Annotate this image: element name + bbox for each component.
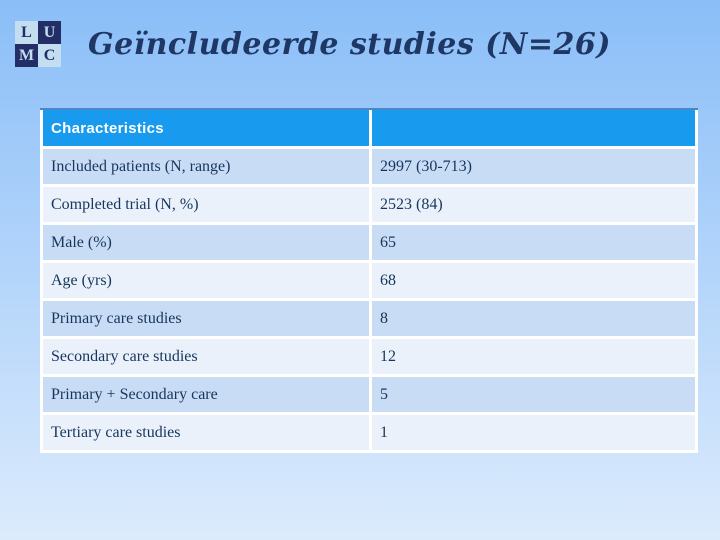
row-value-tertiary-care: 1 <box>372 415 695 450</box>
table-header-characteristics: Characteristics <box>43 110 369 146</box>
table-header-values <box>372 110 695 146</box>
row-label-included-patients: Included patients (N, range) <box>43 149 369 184</box>
row-value-secondary-care: 12 <box>372 339 695 374</box>
row-value-age: 68 <box>372 263 695 298</box>
row-value-primary-plus-secondary: 5 <box>372 377 695 412</box>
lumc-logo: L U M C <box>15 21 61 67</box>
row-label-age: Age (yrs) <box>43 263 369 298</box>
row-value-included-patients: 2997 (30-713) <box>372 149 695 184</box>
logo-letter-m: M <box>15 44 38 67</box>
row-value-completed-trial: 2523 (84) <box>372 187 695 222</box>
slide-title: Geïncludeerde studies (N=26) <box>88 27 611 62</box>
characteristics-table: Characteristics Included patients (N, ra… <box>40 108 698 453</box>
row-label-secondary-care: Secondary care studies <box>43 339 369 374</box>
row-value-primary-care: 8 <box>372 301 695 336</box>
row-label-male: Male (%) <box>43 225 369 260</box>
row-value-male: 65 <box>372 225 695 260</box>
logo-letter-c: C <box>38 44 61 67</box>
logo-letter-l: L <box>15 21 38 44</box>
logo-letter-u: U <box>38 21 61 44</box>
row-label-completed-trial: Completed trial (N, %) <box>43 187 369 222</box>
row-label-tertiary-care: Tertiary care studies <box>43 415 369 450</box>
row-label-primary-care: Primary care studies <box>43 301 369 336</box>
row-label-primary-plus-secondary: Primary + Secondary care <box>43 377 369 412</box>
